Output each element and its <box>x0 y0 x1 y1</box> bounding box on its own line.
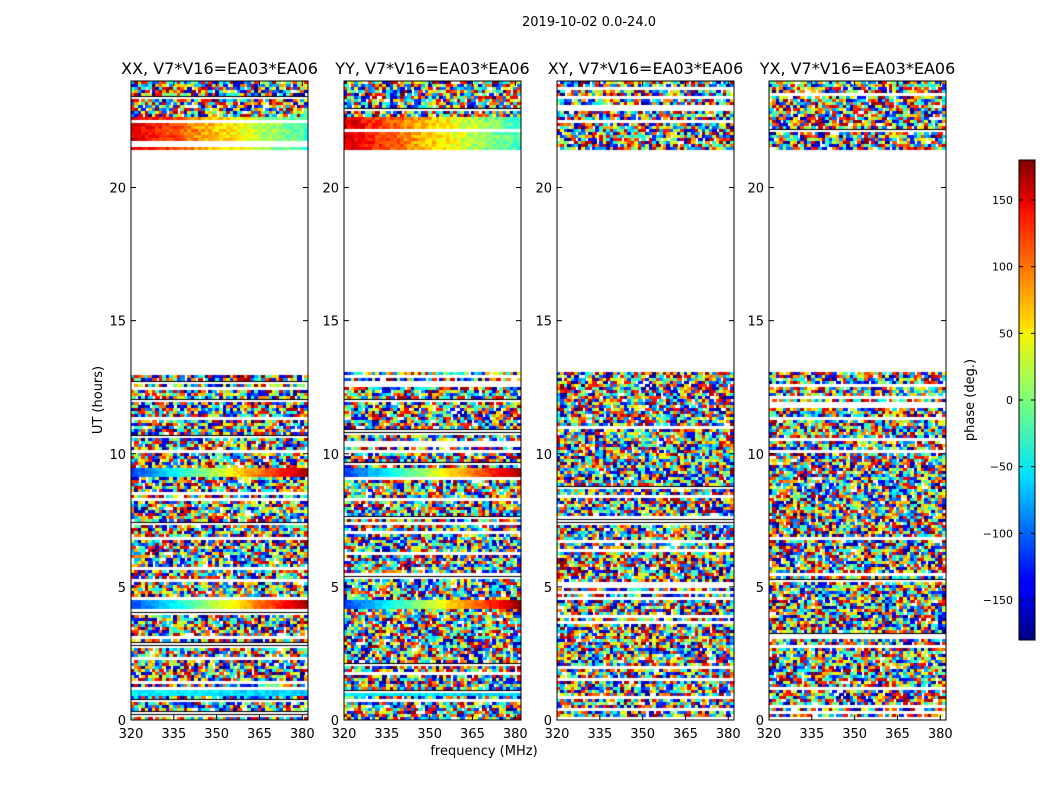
x-tick-label: 350 <box>842 727 867 742</box>
y-tick-label: 5 <box>331 581 339 596</box>
x-tick-label: 365 <box>460 727 485 742</box>
x-tick-label: 380 <box>290 727 315 742</box>
panel-frame <box>556 80 735 721</box>
x-tick-label: 335 <box>587 727 612 742</box>
x-tick-label: 320 <box>119 727 144 742</box>
y-tick-label: 15 <box>322 315 339 330</box>
panel-frame <box>768 80 947 721</box>
heatmap-image <box>557 81 734 720</box>
colorbar-tick-label: −50 <box>990 461 1013 474</box>
figure-suptitle: 2019-10-02 0.0-24.0 <box>522 15 656 30</box>
colorbar-label: phase (deg.) <box>963 359 978 441</box>
y-tick-label: 20 <box>535 182 552 197</box>
colorbar: 150 100 50 0 −50 −100 −150 phase (deg.) <box>963 159 1036 641</box>
panel-yx: YX, V7*V16=EA03*EA06 320 335 350 365 380 0 5 10 1… <box>747 59 955 742</box>
panels-group: XX, V7*V16=EA03*EA06 320 335 350 365 380 0 5 10 1… <box>109 59 955 742</box>
y-tick-label: 10 <box>747 448 764 463</box>
panel-title: YX, V7*V16=EA03*EA06 <box>759 59 956 78</box>
x-tick-label: 380 <box>928 727 953 742</box>
panel-xy: XY, V7*V16=EA03*EA06 320 335 350 365 380 0 5 10 1… <box>535 59 743 742</box>
panel-frame <box>130 80 309 721</box>
y-tick-label: 20 <box>109 182 126 197</box>
x-tick-label: 350 <box>204 727 229 742</box>
colorbar-tick-label: −150 <box>983 594 1013 607</box>
y-tick-label: 10 <box>535 448 552 463</box>
x-tick-label: 335 <box>161 727 186 742</box>
y-tick-label: 20 <box>322 182 339 197</box>
x-tick-label: 365 <box>885 727 910 742</box>
y-tick-label: 10 <box>322 448 339 463</box>
x-tick-label: 320 <box>332 727 357 742</box>
colorbar-tick-label: 150 <box>992 194 1013 207</box>
x-tick-label: 335 <box>374 727 399 742</box>
y-tick-label: 0 <box>118 714 126 729</box>
panel-frame <box>343 80 522 721</box>
x-axis-label: frequency (MHz) <box>430 744 537 759</box>
x-tick-label: 350 <box>417 727 442 742</box>
panel-title: YY, V7*V16=EA03*EA06 <box>334 59 529 78</box>
panel-xx: XX, V7*V16=EA03*EA06 320 335 350 365 380 0 5 10 1… <box>109 59 317 742</box>
x-tick-label: 380 <box>503 727 528 742</box>
colorbar-gradient <box>1019 160 1035 640</box>
y-tick-label: 15 <box>747 315 764 330</box>
y-tick-label: 5 <box>118 581 126 596</box>
x-tick-label: 380 <box>716 727 741 742</box>
colorbar-ticks: 150 100 50 0 −50 −100 −150 <box>983 194 1035 607</box>
x-tick-label: 365 <box>673 727 698 742</box>
y-tick-label: 10 <box>109 448 126 463</box>
colorbar-tick-label: 0 <box>1006 394 1013 407</box>
panel-title: XY, V7*V16=EA03*EA06 <box>548 59 744 78</box>
y-tick-label: 15 <box>535 315 552 330</box>
heatmap-image <box>131 81 308 720</box>
x-tick-label: 365 <box>247 727 272 742</box>
colorbar-tick-label: −100 <box>983 527 1013 540</box>
y-axis-label: UT (hours) <box>91 366 106 434</box>
y-tick-label: 0 <box>331 714 339 729</box>
heatmap-image <box>769 81 946 720</box>
x-tick-label: 335 <box>799 727 824 742</box>
x-tick-label: 320 <box>545 727 570 742</box>
x-tick-label: 350 <box>630 727 655 742</box>
x-tick-label: 320 <box>757 727 782 742</box>
y-tick-label: 5 <box>756 581 764 596</box>
colorbar-tick-label: 100 <box>992 261 1013 274</box>
heatmap-image <box>344 81 521 720</box>
panel-yy: YY, V7*V16=EA03*EA06 320 335 350 365 380 0 5 10 1… <box>322 59 529 742</box>
y-tick-label: 20 <box>747 182 764 197</box>
panel-title: XX, V7*V16=EA03*EA06 <box>121 59 318 78</box>
y-tick-label: 0 <box>544 714 552 729</box>
y-tick-label: 15 <box>109 315 126 330</box>
colorbar-tick-label: 50 <box>999 327 1013 340</box>
y-tick-label: 0 <box>756 714 764 729</box>
y-tick-label: 5 <box>544 581 552 596</box>
